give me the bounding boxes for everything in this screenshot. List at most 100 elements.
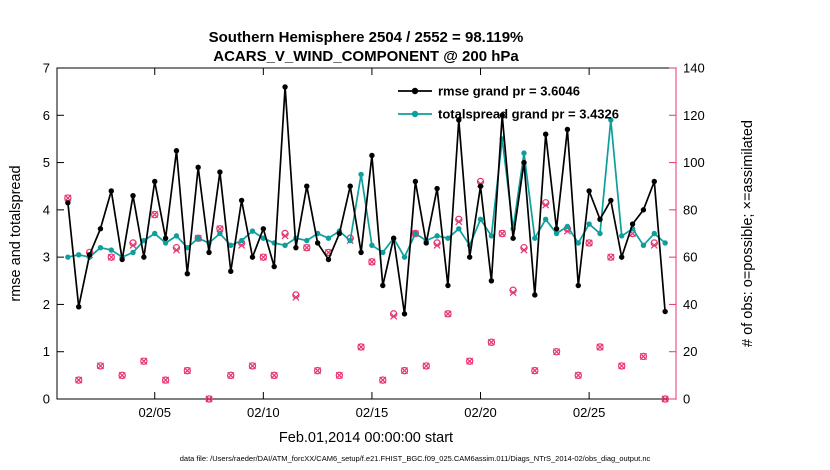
obs-assimilated-marker [618, 362, 626, 370]
chart-title-line2: ACARS_V_WIND_COMPONENT @ 200 hPa [213, 48, 519, 65]
y-right-tick-label: 20 [683, 344, 697, 359]
obs-assimilated-marker [270, 371, 278, 379]
rmse-marker [521, 159, 527, 166]
obs-assimilated-marker [324, 248, 333, 256]
y-right-tick-label: 60 [683, 250, 697, 265]
y-left-tick-label: 4 [43, 202, 50, 217]
totalspread-marker [162, 240, 169, 246]
obs-assimilated-marker [172, 246, 180, 254]
obs-assimilated-marker [151, 211, 159, 219]
obs-assimilated-marker [96, 362, 104, 370]
totalspread-marker [380, 249, 386, 256]
totalspread-marker [108, 247, 114, 253]
totalspread-marker [542, 216, 549, 223]
obs-assimilated-marker [205, 395, 213, 403]
rmse-line [67, 86, 666, 315]
obs-assimilated-marker [314, 367, 322, 375]
rmse-marker [293, 244, 299, 251]
obs-assimilated-marker [64, 194, 72, 202]
rmse-marker [304, 183, 310, 189]
y-left-tick-label: 0 [43, 392, 50, 407]
rmse-marker [564, 126, 571, 133]
rmse-marker [651, 178, 657, 185]
obs-possible-marker [303, 243, 311, 252]
obs-assimilated-marker [292, 293, 300, 301]
obs-possible-marker [411, 229, 420, 238]
obs-possible-marker [259, 253, 268, 261]
obs-possible-marker [368, 258, 376, 266]
rmse-marker [380, 282, 386, 289]
obs-possible-marker [107, 253, 115, 261]
rmse-marker [586, 188, 592, 194]
rmse-marker [260, 226, 267, 232]
totalspread-marker [195, 235, 201, 241]
rmse-marker [412, 178, 419, 185]
obs-assimilated-marker [650, 241, 658, 249]
totalspread-marker [553, 230, 560, 237]
obs-possible-marker [248, 362, 257, 370]
totalspread-marker [347, 237, 353, 244]
obs-possible-marker [379, 376, 387, 384]
obs-assimilated-marker [466, 357, 474, 365]
obs-possible-marker [444, 310, 452, 318]
obs-possible-marker [140, 357, 148, 365]
rmse-marker [119, 256, 125, 263]
obs-assimilated-marker [487, 338, 495, 346]
rmse-marker [347, 183, 353, 189]
totalspread-marker [477, 216, 484, 223]
obs-assimilated-marker [238, 241, 246, 249]
totalspread-marker [597, 230, 603, 237]
obs-assimilated-marker [379, 376, 387, 384]
y-left-tick-label: 7 [43, 61, 50, 76]
obs-assimilated-marker [281, 232, 289, 240]
rmse-marker [629, 221, 636, 227]
obs-possible-marker [313, 366, 322, 375]
obs-assimilated-marker [455, 218, 463, 226]
rmse-marker [184, 270, 191, 277]
obs-possible-marker [270, 371, 278, 380]
totalspread-marker [401, 254, 408, 260]
obs-assimilated-marker [227, 371, 235, 379]
obs-possible-marker [227, 371, 235, 380]
totalspread-marker [521, 150, 527, 156]
obs-assimilated-marker [248, 362, 256, 370]
rmse-marker [619, 254, 625, 260]
obs-assimilated-marker [444, 310, 452, 318]
totalspread-marker [488, 233, 495, 239]
totalspread-marker [662, 240, 668, 246]
rmse-marker [336, 230, 343, 237]
obs-possible-marker [75, 376, 83, 384]
rmse-marker [86, 252, 93, 258]
x-tick-label: 02/05 [138, 405, 171, 420]
rmse-marker [575, 282, 581, 289]
obs-assimilated-marker [400, 367, 409, 375]
totalspread-marker [217, 230, 223, 237]
obs-possible-marker [161, 376, 170, 384]
y-right-tick-label: 100 [683, 155, 705, 170]
y-right-tick-label: 80 [683, 202, 697, 217]
obs-possible-marker [183, 366, 192, 375]
obs-assimilated-marker [607, 253, 615, 261]
obs-assimilated-marker [390, 312, 398, 320]
totalspread-marker [152, 230, 158, 237]
rmse-marker [423, 240, 429, 246]
obs-assimilated-marker [183, 367, 191, 375]
obs-assimilated-marker [75, 376, 83, 384]
rmse-marker [249, 254, 256, 260]
x-tick-label: 02/15 [356, 405, 389, 420]
obs-assimilated-marker [433, 241, 441, 249]
obs-possible-marker [596, 343, 604, 351]
y-left-tick-label: 3 [43, 250, 50, 265]
obs-scatter [64, 177, 669, 403]
obs-possible-marker [487, 338, 496, 346]
totalspread-marker [564, 223, 571, 230]
totalspread-marker [456, 226, 462, 232]
obs-assimilated-marker [531, 367, 539, 375]
totalspread-marker [640, 242, 647, 249]
obs-assimilated-marker [259, 253, 267, 261]
totalspread-marker [65, 254, 71, 260]
totalspread-marker [575, 240, 581, 246]
rmse-marker [542, 131, 549, 137]
legend-totalspread-label: totalspread grand pr = 3.4326 [438, 107, 619, 122]
obs-possible-marker [96, 362, 105, 370]
